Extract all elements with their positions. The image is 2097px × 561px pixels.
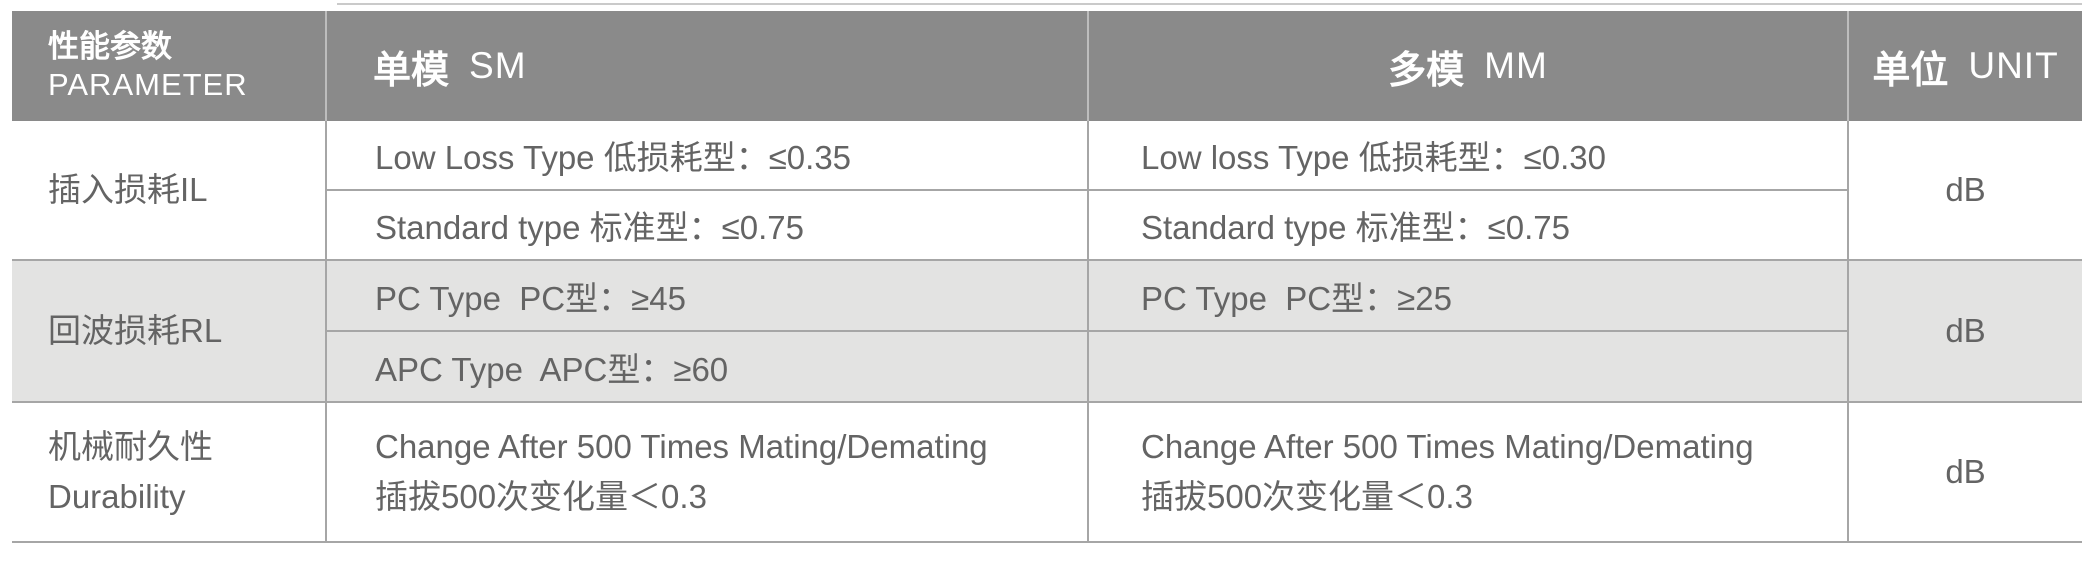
return-loss-mm-cell: PC Type PC型：≥25 xyxy=(1087,261,1847,401)
header-sm-zh: 单模 xyxy=(373,49,450,92)
header-mm-en: MM xyxy=(1484,45,1548,86)
table-top-hairline xyxy=(337,3,2082,5)
return-loss-sm-apc-text: APC Type APC型：≥60 xyxy=(375,350,729,388)
return-loss-sm-pc: PC Type PC型：≥45 xyxy=(327,261,1087,332)
row-durability: 机械耐久性 Durability Change After 500 Times … xyxy=(12,401,2082,543)
header-cell-unit: 单位 UNIT xyxy=(1847,11,2082,121)
header-mm-zh: 多模 xyxy=(1388,49,1465,92)
return-loss-label: 回波损耗RL xyxy=(12,261,325,401)
insertion-loss-mm-cell: Low loss Type 低损耗型：≤0.30 Standard type 标… xyxy=(1087,121,1847,259)
header-sm-en: SM xyxy=(469,45,527,86)
row-insertion-loss: 插入损耗IL Low Loss Type 低损耗型：≤0.35 Standard… xyxy=(12,121,2082,259)
insertion-loss-unit-cell: dB xyxy=(1847,121,2082,259)
spec-table: 性能参数 PARAMETER 单模 SM 多模 MM 单位 UNIT 插入损耗I… xyxy=(12,11,2082,543)
insertion-loss-sm-lowloss-text: Low Loss Type 低损耗型：≤0.35 xyxy=(375,139,852,176)
insertion-loss-label-text: 插入损耗IL xyxy=(48,171,208,208)
durability-mm-line1: Change After 500 Times Mating/Demating xyxy=(1141,428,1754,465)
return-loss-sm-apc: APC Type APC型：≥60 xyxy=(327,332,1087,401)
insertion-loss-sm-standard-text: Standard type 标准型：≤0.75 xyxy=(375,209,804,246)
durability-sm-cell: Change After 500 Times Mating/Demating 插… xyxy=(325,403,1087,541)
row-return-loss: 回波损耗RL PC Type PC型：≥45 APC Type APC型：≥60… xyxy=(12,259,2082,401)
insertion-loss-sm-standard: Standard type 标准型：≤0.75 xyxy=(327,191,1087,259)
return-loss-sm-pc-text: PC Type PC型：≥45 xyxy=(375,279,686,317)
durability-unit-text: dB xyxy=(1945,453,1986,490)
insertion-loss-mm-lowloss: Low loss Type 低损耗型：≤0.30 xyxy=(1089,121,1847,191)
insertion-loss-mm-standard-text: Standard type 标准型：≤0.75 xyxy=(1141,209,1570,246)
durability-label-zh: 机械耐久性 xyxy=(48,428,213,465)
durability-mm-cell: Change After 500 Times Mating/Demating 插… xyxy=(1087,403,1847,541)
header-parameter-zh: 性能参数 xyxy=(48,29,172,64)
header-cell-single-mode: 单模 SM xyxy=(325,11,1087,121)
header-unit-zh: 单位 xyxy=(1872,49,1949,92)
insertion-loss-mm-lowloss-text: Low loss Type 低损耗型：≤0.30 xyxy=(1141,139,1607,176)
return-loss-unit-text: dB xyxy=(1945,312,1986,349)
return-loss-mm-pc-text: PC Type PC型：≥25 xyxy=(1141,279,1452,317)
insertion-loss-unit-text: dB xyxy=(1945,171,1986,208)
header-cell-multi-mode: 多模 MM xyxy=(1087,11,1847,121)
table-header-row: 性能参数 PARAMETER 单模 SM 多模 MM 单位 UNIT xyxy=(12,11,2082,121)
durability-unit-cell: dB xyxy=(1847,403,2082,541)
durability-sm-line1: Change After 500 Times Mating/Demating xyxy=(375,428,988,465)
insertion-loss-sm-cell: Low Loss Type 低损耗型：≤0.35 Standard type 标… xyxy=(325,121,1087,259)
durability-mm-line2: 插拔500次变化量＜0.3 xyxy=(1141,478,1473,515)
return-loss-sm-cell: PC Type PC型：≥45 APC Type APC型：≥60 xyxy=(325,261,1087,401)
durability-label: 机械耐久性 Durability xyxy=(12,403,325,541)
return-loss-mm-empty xyxy=(1089,332,1847,401)
durability-sm-line2: 插拔500次变化量＜0.3 xyxy=(375,478,707,515)
insertion-loss-mm-standard: Standard type 标准型：≤0.75 xyxy=(1089,191,1847,259)
return-loss-mm-pc: PC Type PC型：≥25 xyxy=(1089,261,1847,332)
return-loss-label-text: 回波损耗RL xyxy=(48,312,223,349)
header-cell-parameter: 性能参数 PARAMETER xyxy=(12,11,325,121)
return-loss-unit-cell: dB xyxy=(1847,261,2082,401)
header-parameter-en: PARAMETER xyxy=(48,67,248,102)
durability-label-en: Durability xyxy=(48,478,186,515)
insertion-loss-sm-lowloss: Low Loss Type 低损耗型：≤0.35 xyxy=(327,121,1087,191)
insertion-loss-label: 插入损耗IL xyxy=(12,121,325,259)
header-unit-en: UNIT xyxy=(1968,45,2059,86)
